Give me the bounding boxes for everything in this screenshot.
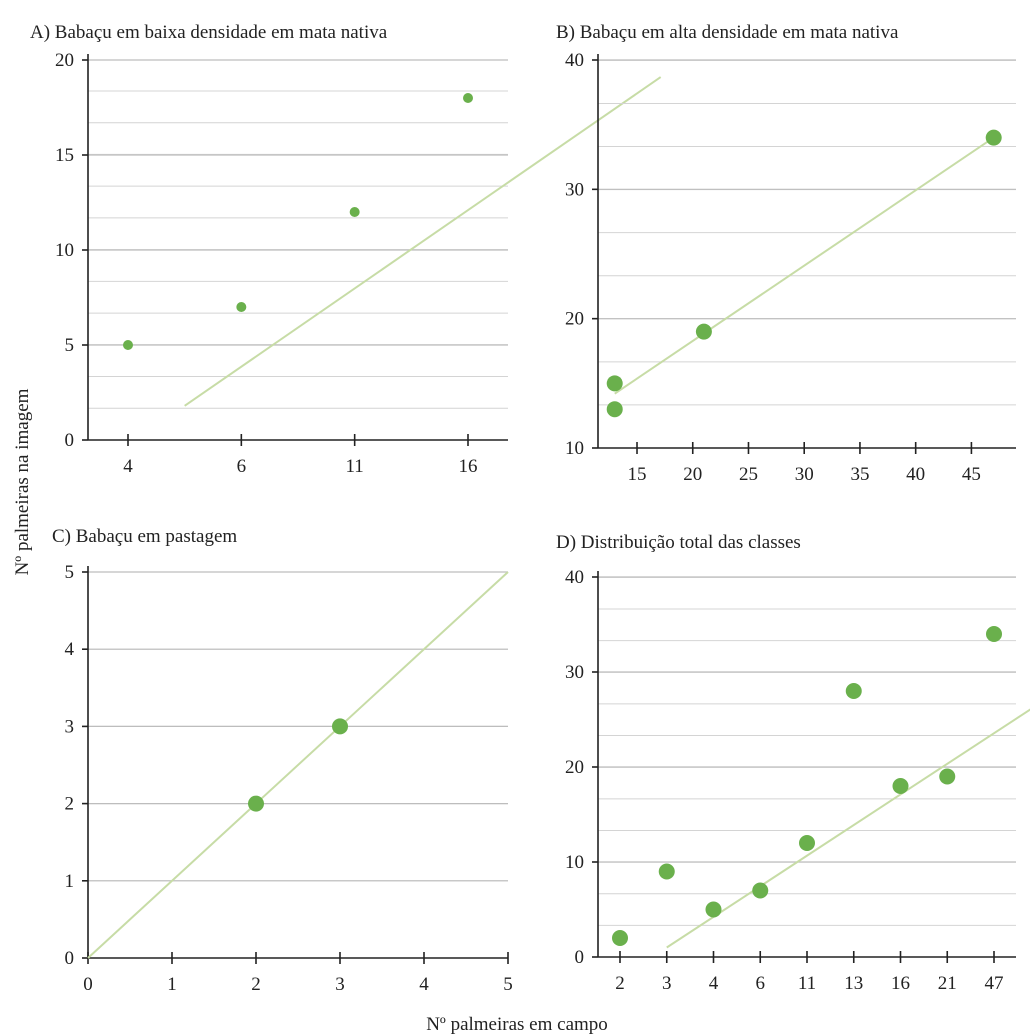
y-tick-label: 15 [55, 145, 74, 166]
data-point [248, 795, 264, 812]
x-tick-label: 45 [962, 464, 981, 485]
trend-line [87, 571, 509, 959]
data-point [349, 207, 360, 217]
x-tick-label: 15 [628, 464, 647, 485]
x-axis-label: Nº palmeiras em campo [426, 1014, 608, 1035]
y-tick-label: 10 [55, 240, 74, 261]
panel-d: D) Distribuição total das classes 0 10 20 30… [556, 532, 1030, 994]
x-tick-label: 16 [891, 973, 910, 994]
data-point [752, 882, 769, 899]
x-tick-label: 21 [938, 973, 957, 994]
x-tick-label: 40 [906, 464, 925, 485]
panel-title: A) Babaçu em baixa densidade em mata nat… [30, 22, 388, 43]
x-tick-label: 11 [346, 456, 364, 477]
y-tick-label: 0 [65, 430, 75, 451]
data-point [799, 835, 815, 851]
data-point [332, 718, 348, 735]
y-tick-label: 40 [565, 567, 584, 588]
data-point [236, 302, 247, 312]
y-tick-label: 2 [65, 794, 75, 815]
data-point [939, 768, 956, 785]
data-point [845, 683, 862, 699]
y-tick-label: 10 [565, 852, 584, 873]
data-point [606, 401, 623, 418]
x-tick-label: 1 [167, 974, 177, 995]
panel-b: B) Babaçu em alta densidade em mata nati… [556, 22, 1016, 485]
y-tick-label: 30 [565, 179, 584, 200]
y-tick-label: 30 [565, 662, 584, 683]
x-tick-label: 25 [739, 464, 758, 485]
y-tick-label: 10 [565, 438, 584, 459]
x-tick-label: 3 [662, 973, 672, 994]
x-tick-label: 6 [756, 973, 766, 994]
panel-c: C) Babaçu em pastagem 0 1 2 3 4 5 0 1 2 3 4 5 [52, 526, 513, 995]
y-tick-label: 5 [65, 335, 75, 356]
x-tick-label: 3 [335, 974, 345, 995]
panel-title: B) Babaçu em alta densidade em mata nati… [556, 22, 899, 43]
data-point [606, 375, 623, 392]
x-tick-label: 11 [798, 973, 816, 994]
x-tick-label: 2 [615, 973, 625, 994]
x-tick-label: 4 [709, 973, 719, 994]
panel-a: A) Babaçu em baixa densidade em mata nat… [30, 22, 662, 477]
x-tick-label: 20 [683, 464, 702, 485]
panel-title: C) Babaçu em pastagem [52, 526, 237, 547]
y-tick-label: 1 [65, 871, 75, 892]
x-tick-label: 2 [251, 974, 261, 995]
y-tick-label: 0 [65, 948, 75, 969]
trend-line [614, 136, 995, 395]
y-axis-label: Nº palmeiras na imagem [12, 388, 33, 575]
data-point [658, 863, 675, 880]
x-tick-label: 30 [795, 464, 814, 485]
y-tick-label: 20 [565, 309, 584, 330]
y-tick-label: 40 [565, 50, 584, 71]
y-tick-label: 20 [55, 50, 74, 71]
y-tick-label: 0 [575, 947, 585, 968]
data-point [695, 323, 712, 340]
trend-line [184, 76, 662, 407]
x-tick-label: 16 [459, 456, 478, 477]
panel-title: D) Distribuição total das classes [556, 532, 801, 553]
y-tick-label: 20 [565, 757, 584, 778]
x-tick-label: 4 [419, 974, 429, 995]
y-tick-label: 3 [65, 716, 75, 737]
x-tick-label: 4 [123, 456, 133, 477]
x-tick-label: 5 [503, 974, 513, 995]
y-tick-label: 5 [65, 562, 75, 583]
data-point [985, 129, 1002, 146]
y-tick-label: 4 [65, 639, 75, 660]
data-point [705, 901, 722, 918]
x-tick-label: 47 [985, 973, 1004, 994]
data-point [123, 340, 133, 350]
data-point [986, 626, 1002, 642]
x-tick-label: 6 [237, 456, 247, 477]
trend-line [666, 708, 1030, 949]
data-point [463, 93, 473, 103]
data-point [612, 930, 628, 946]
x-tick-label: 0 [83, 974, 93, 995]
x-tick-label: 13 [844, 973, 863, 994]
x-tick-label: 35 [850, 464, 869, 485]
data-point [892, 778, 909, 794]
